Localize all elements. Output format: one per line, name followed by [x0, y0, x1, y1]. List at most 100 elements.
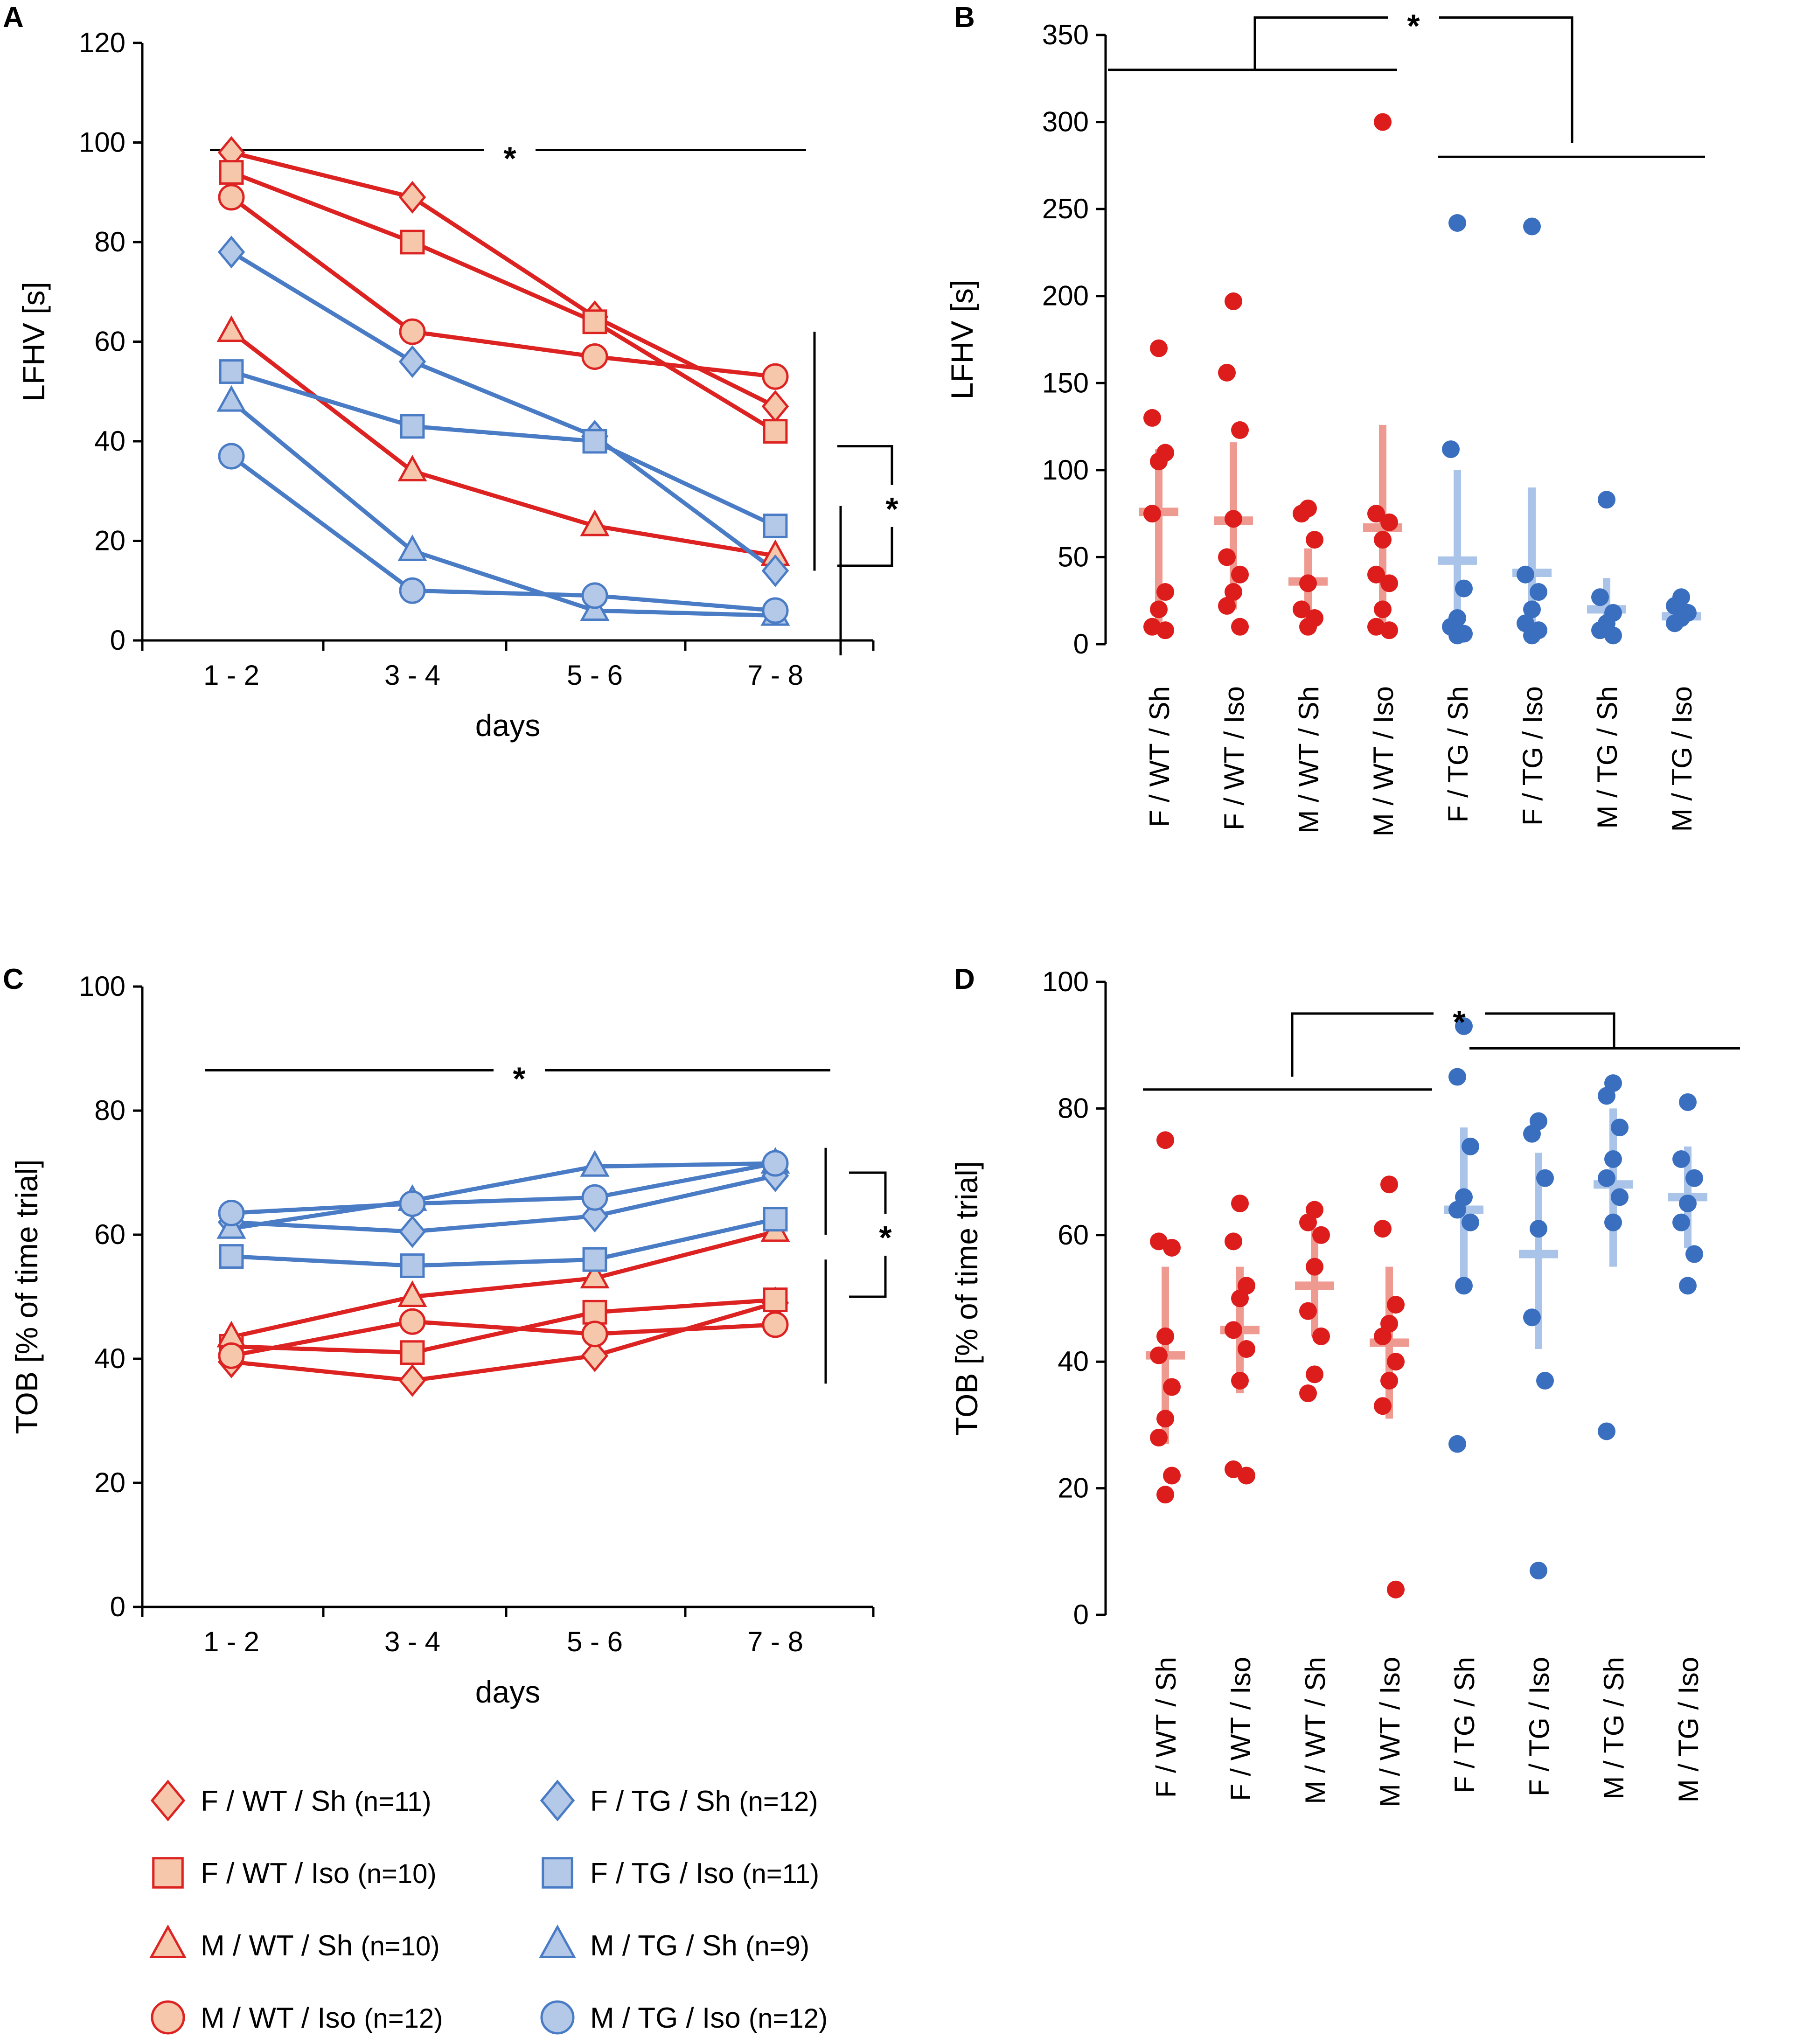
y-tick-label: 200 — [1042, 280, 1089, 312]
y-tick-label: 80 — [94, 226, 125, 257]
data-point — [763, 514, 788, 538]
x-category-label: F / WT / Iso — [1225, 1657, 1256, 1801]
data-point — [1150, 339, 1168, 357]
x-category-label: M / TG / Iso — [1666, 686, 1698, 832]
data-point — [1231, 1289, 1249, 1307]
data-point — [1679, 1277, 1697, 1295]
data-point — [1448, 626, 1466, 645]
data-point — [1536, 1371, 1554, 1390]
panel-label-A: A — [3, 1, 24, 34]
legend-label: M / WT / Iso (n=12) — [201, 2002, 443, 2034]
data-point — [582, 1247, 607, 1272]
data-point — [1374, 113, 1392, 131]
data-point — [397, 1280, 427, 1307]
panel-C: C 0 20 40 60 80 100 1 - 2 3 - 4 5 - 6 7 - 8 days TOB… — [3, 963, 892, 1709]
series-line — [231, 1174, 776, 1234]
data-point — [1380, 1175, 1398, 1194]
data-point — [399, 1190, 426, 1217]
data-point — [1150, 600, 1168, 619]
legend-square-icon — [152, 1857, 184, 1889]
y-tick-label: 60 — [94, 1219, 125, 1250]
data-point — [400, 1340, 425, 1365]
significance-bracket — [1253, 16, 1388, 70]
data-point — [1455, 1277, 1473, 1295]
data-point — [1306, 1365, 1323, 1384]
data-point — [1685, 1169, 1703, 1187]
significance-bracket — [849, 1256, 887, 1298]
panel-A: A 0 20 40 60 80 100 120 1 - 2 3 - 4 5 - 6 7 - 8 days… — [3, 1, 898, 743]
x-category-label: F / WT / Sh — [1150, 1657, 1182, 1798]
legend-item: F / TG / Sh (n=12) — [540, 1780, 818, 1822]
y-tick-label: 80 — [1058, 1092, 1089, 1124]
data-point — [582, 429, 607, 454]
x-tick-label: 1 - 2 — [203, 660, 259, 691]
y-tick-label: 20 — [94, 525, 125, 556]
data-point — [763, 1287, 788, 1313]
data-point — [1442, 440, 1460, 459]
data-point — [398, 345, 426, 378]
y-tick-label: 150 — [1042, 367, 1089, 398]
data-point — [218, 443, 245, 470]
data-point — [216, 315, 246, 342]
data-point — [1448, 1068, 1466, 1086]
y-tick-label: 300 — [1042, 106, 1089, 138]
y-tick-label: 0 — [1073, 628, 1089, 660]
x-tick-label: 1 - 2 — [203, 1626, 259, 1657]
legend-triangle-icon — [149, 1924, 187, 1958]
y-tick-label: 20 — [1058, 1473, 1089, 1504]
y-tick-label: 60 — [1058, 1219, 1089, 1251]
data-point — [1598, 1087, 1615, 1105]
data-point — [763, 419, 788, 444]
data-point — [219, 160, 244, 185]
y-tick-label: 100 — [79, 127, 125, 158]
data-point — [582, 1300, 607, 1325]
legend-count: (n=11) — [742, 1859, 819, 1889]
y-tick-label: 50 — [1058, 541, 1089, 572]
data-point — [1387, 1580, 1405, 1599]
data-point — [1231, 421, 1249, 439]
legend-item: M / WT / Iso (n=12) — [151, 2000, 443, 2035]
data-point — [1523, 217, 1541, 236]
data-point — [1374, 1220, 1392, 1238]
data-point — [1611, 1188, 1629, 1206]
y-axis-label: TOB [% of time trial] — [949, 1161, 984, 1436]
data-point — [1231, 618, 1249, 636]
x-tick-label: 3 - 4 — [384, 1626, 440, 1657]
significance-bracket — [837, 527, 893, 567]
series-line — [231, 1319, 776, 1358]
data-point — [1367, 505, 1385, 523]
data-point — [1523, 600, 1541, 619]
data-point — [1448, 214, 1466, 232]
legend-label: M / TG / Sh (n=9) — [590, 1930, 809, 1962]
data-point — [1666, 614, 1684, 633]
series-line — [230, 330, 776, 558]
y-tick-label: 0 — [110, 1591, 125, 1622]
data-point — [1293, 505, 1310, 523]
significance-bracket — [1439, 16, 1573, 143]
data-point — [1462, 1137, 1479, 1155]
data-point — [1312, 1327, 1330, 1345]
y-axis-label: LFHV [s] — [945, 280, 979, 400]
data-point — [581, 1339, 609, 1372]
data-point — [1685, 1245, 1703, 1263]
y-tick-label: 350 — [1042, 19, 1089, 50]
legend-item: M / TG / Iso (n=12) — [540, 2000, 828, 2035]
data-point — [216, 385, 246, 412]
data-point — [1374, 600, 1392, 619]
data-point — [1156, 1410, 1174, 1428]
data-point — [1312, 1226, 1330, 1244]
series-line — [230, 250, 777, 573]
data-point — [1156, 621, 1174, 640]
data-point — [218, 1199, 245, 1226]
data-point — [1679, 1194, 1697, 1212]
significance-star: * — [513, 1061, 526, 1097]
data-point — [1299, 618, 1317, 636]
data-point — [1380, 621, 1398, 640]
data-point — [219, 359, 244, 384]
x-category-label: F / WT / Sh — [1144, 686, 1175, 827]
x-category-label: M / WT / Sh — [1293, 686, 1324, 834]
y-tick-label: 20 — [94, 1467, 125, 1498]
series-line — [230, 195, 776, 379]
legend-count: (n=11) — [355, 1787, 432, 1817]
